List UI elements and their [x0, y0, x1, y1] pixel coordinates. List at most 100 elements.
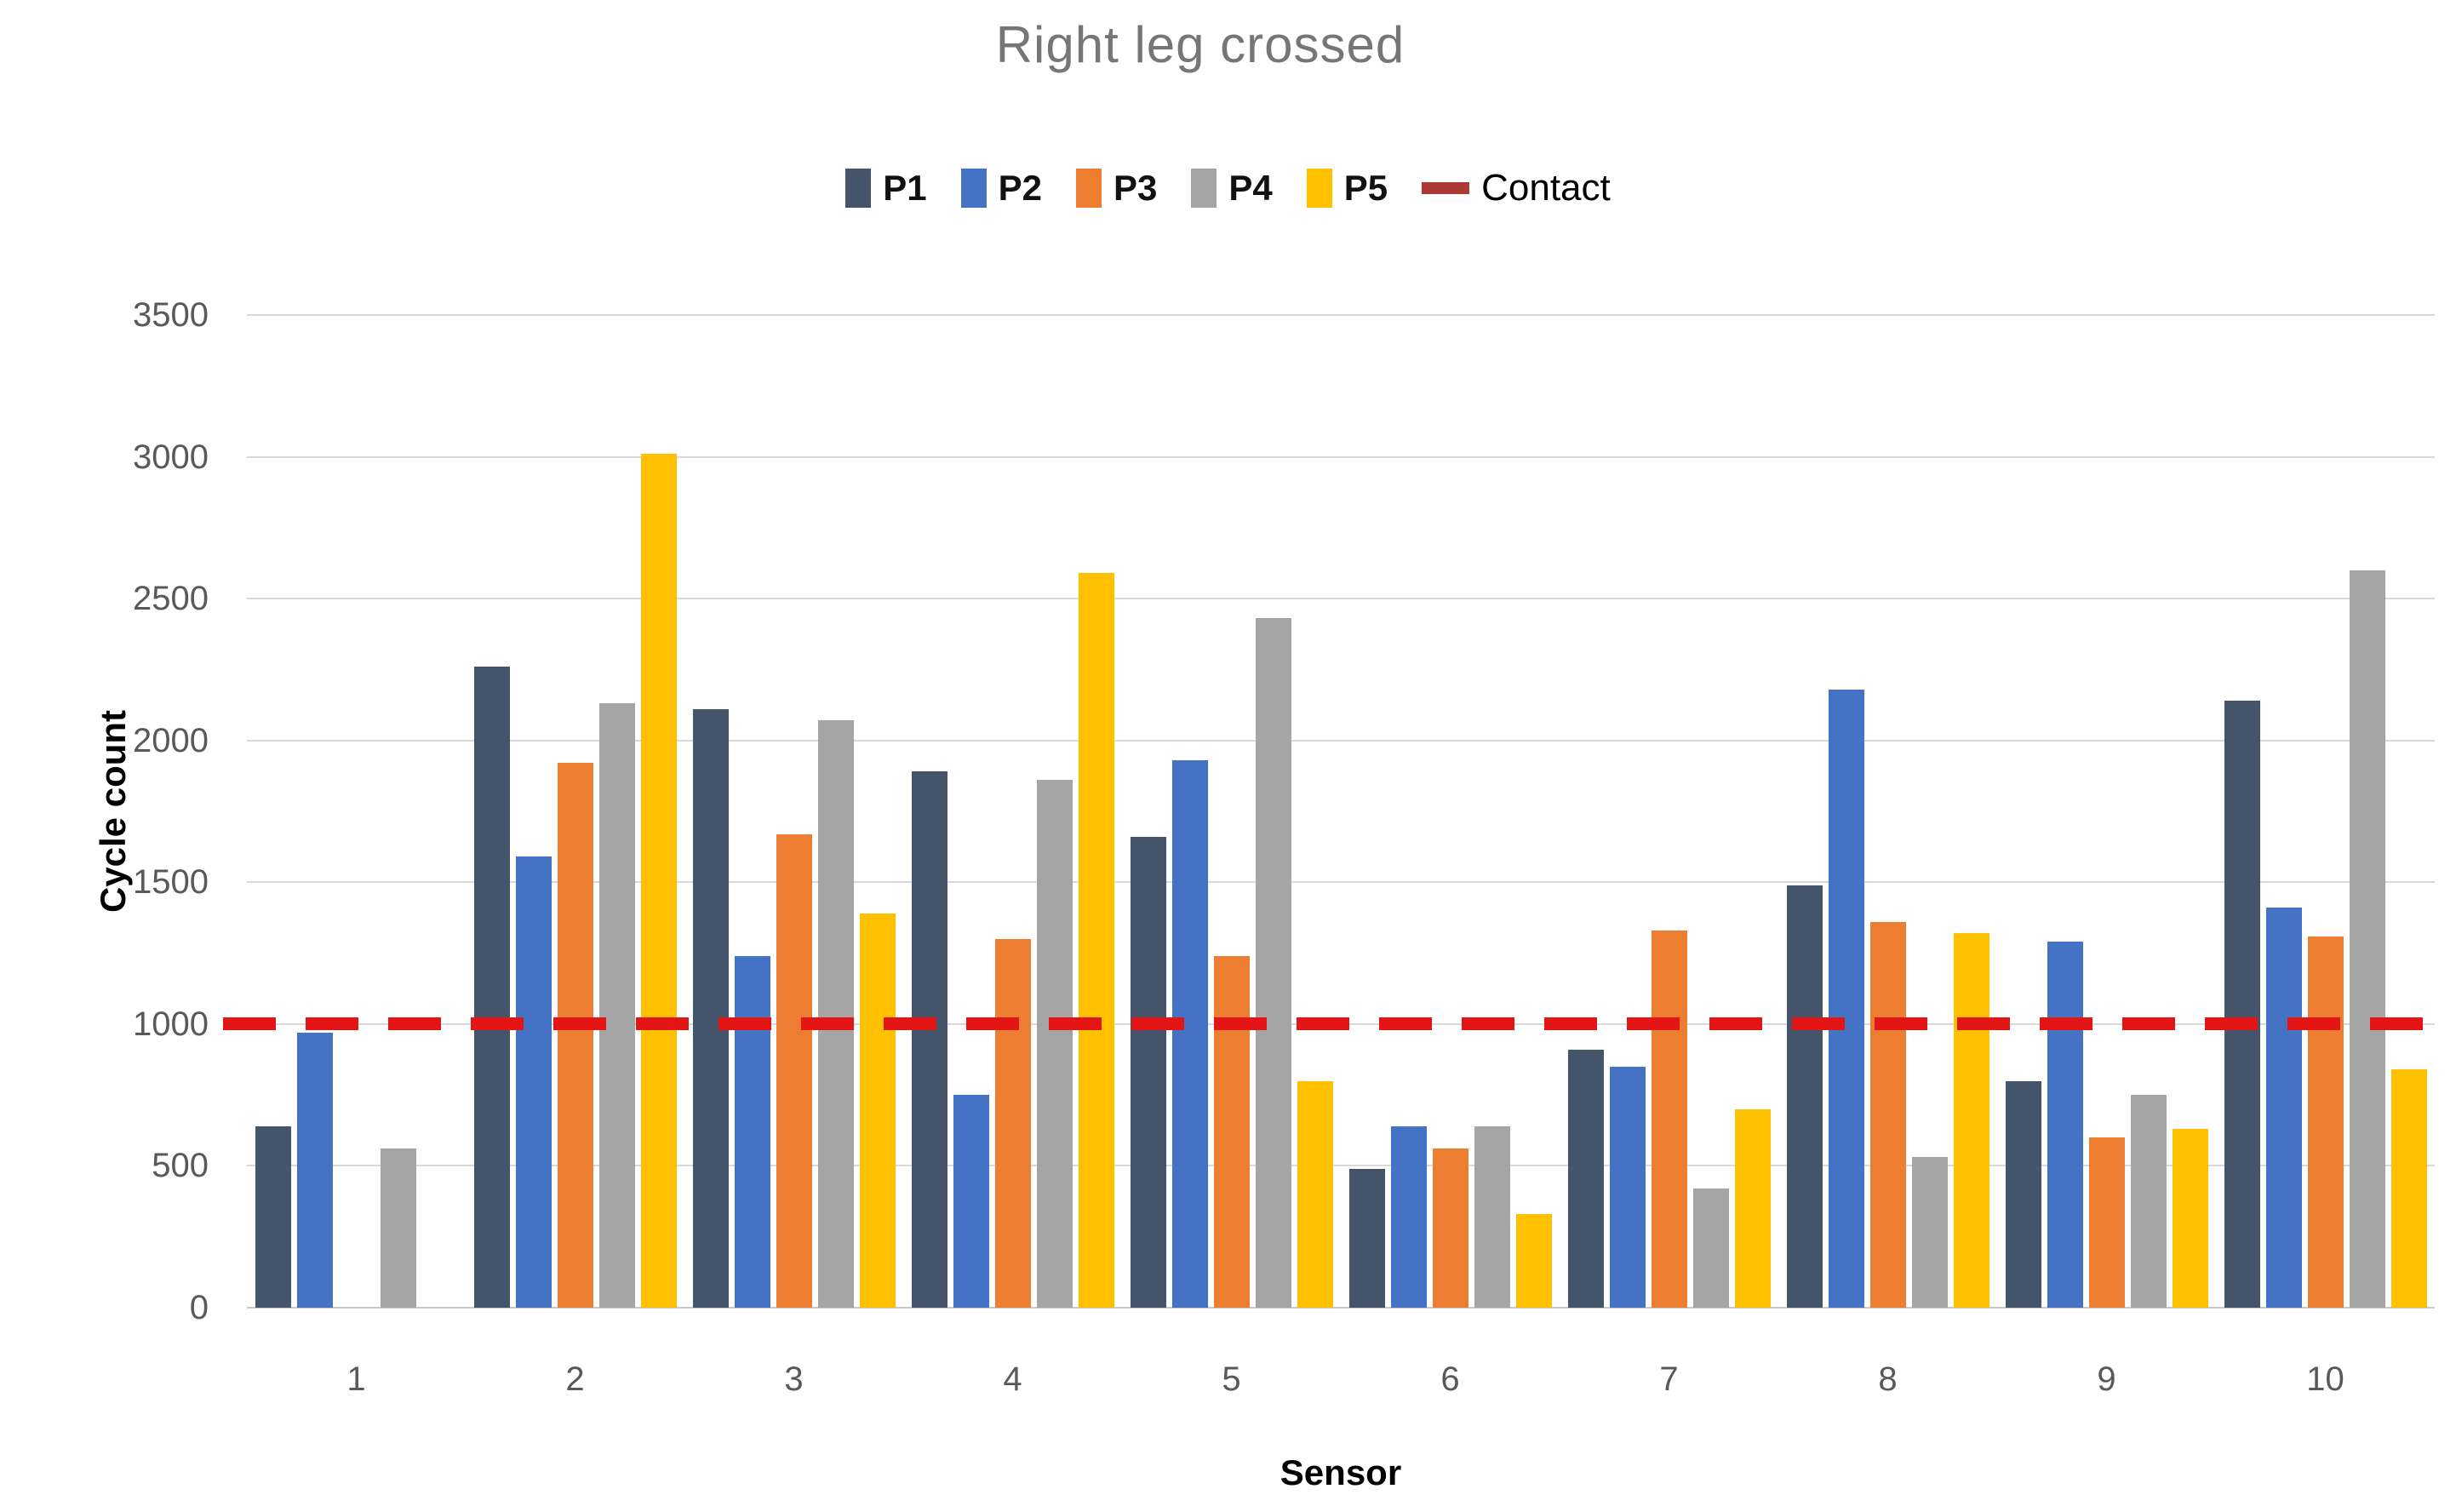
x-tick-label-7: 7	[1659, 1360, 1679, 1398]
bar-sensor9-p5	[2172, 1129, 2208, 1308]
bar-sensor7-p2	[1609, 1066, 1646, 1308]
bar-sensor3-p5	[859, 913, 896, 1308]
bar-sensor4-p5	[1078, 573, 1114, 1308]
bar-sensor4-p2	[953, 1095, 989, 1308]
legend: P1 P2 P3 P4 P5 Contact	[0, 167, 2456, 209]
bar-sensor7-p1	[1567, 1049, 1604, 1308]
bar-sensor6-p5	[1515, 1214, 1552, 1308]
bar-group-sensor-9	[1997, 315, 2216, 1308]
bar-sensor9-p4	[2130, 1095, 2167, 1308]
legend-item-p5: P5	[1306, 168, 1388, 209]
legend-item-p2: P2	[960, 168, 1042, 209]
bar-sensor4-p1	[911, 771, 947, 1308]
bar-sensor10-p4	[2349, 570, 2385, 1308]
legend-swatch-p1-icon	[845, 169, 872, 208]
x-tick-label-5: 5	[1222, 1360, 1241, 1398]
x-tick-label-2: 2	[565, 1360, 585, 1398]
bar-sensor9-p2	[2047, 942, 2083, 1308]
bar-sensor6-p3	[1432, 1148, 1468, 1308]
bar-sensor8-p1	[1786, 885, 1823, 1308]
legend-label-contact: Contact	[1481, 167, 1611, 209]
bar-sensor5-p3	[1213, 955, 1250, 1308]
bar-sensor2-p1	[473, 667, 510, 1308]
bar-sensor3-p2	[734, 955, 770, 1308]
y-tick-label-3500: 3500	[133, 296, 209, 334]
x-tick-label-4: 4	[1003, 1360, 1022, 1398]
plot-area: 3500 3000 2500 2000 1500 1000 500 0	[133, 298, 2448, 1325]
bar-sensor2-p2	[515, 856, 552, 1308]
bar-sensor5-p4	[1255, 618, 1291, 1308]
bar-sensor1-p1	[255, 1125, 291, 1308]
bar-group-sensor-4	[903, 315, 1122, 1308]
bar-sensor8-p4	[1911, 1157, 1948, 1308]
bar-group-sensor-7	[1560, 315, 1778, 1308]
bar-sensor5-p1	[1130, 836, 1166, 1308]
bar-sensor6-p4	[1474, 1125, 1510, 1308]
x-tick-label-1: 1	[346, 1360, 366, 1398]
gridline-y3000	[247, 455, 2435, 458]
bar-sensor6-p2	[1390, 1125, 1427, 1308]
legend-label-p4: P4	[1228, 168, 1273, 208]
bar-sensor2-p5	[640, 454, 677, 1308]
legend-swatch-p2-icon	[960, 169, 987, 208]
gridline-y1500	[247, 881, 2435, 884]
bar-sensor10-p5	[2390, 1069, 2427, 1308]
bar-sensor9-p3	[2088, 1137, 2125, 1308]
bar-sensor8-p3	[1869, 921, 1906, 1308]
bar-sensor2-p4	[598, 703, 635, 1308]
chart-title: Right leg crossed	[995, 16, 1405, 73]
bar-sensor6-p1	[1348, 1168, 1385, 1308]
x-tick-label-9: 9	[2097, 1360, 2116, 1398]
x-axis-title: Sensor	[1280, 1452, 1402, 1492]
bar-sensor10-p1	[2224, 701, 2260, 1308]
bar-sensor7-p3	[1651, 930, 1687, 1308]
bar-sensor1-p4	[380, 1148, 416, 1308]
bar-group-sensor-5	[1122, 315, 1341, 1308]
gridline-y3500	[247, 314, 2435, 316]
y-tick-label-2000: 2000	[133, 721, 209, 759]
bar-sensor10-p3	[2307, 936, 2344, 1308]
legend-item-contact: Contact	[1422, 167, 1611, 209]
x-tick-label-3: 3	[784, 1360, 804, 1398]
x-axis-labels: 1 2 3 4 5 6 7 8 9 10	[247, 1360, 2435, 1399]
bar-group-sensor-10	[2216, 315, 2435, 1308]
bar-group-sensor-8	[1778, 315, 1997, 1308]
y-tick-label-500: 500	[152, 1147, 209, 1185]
contact-threshold-line	[223, 1017, 2448, 1030]
legend-swatch-p4-icon	[1191, 169, 1217, 208]
legend-label-p5: P5	[1343, 168, 1388, 208]
bar-sensor5-p5	[1297, 1080, 1333, 1308]
bar-sensor7-p4	[1692, 1188, 1729, 1308]
legend-item-p3: P3	[1075, 168, 1157, 209]
legend-contact-dash-icon	[1422, 182, 1470, 194]
bar-sensor8-p5	[1953, 933, 1989, 1308]
bar-sensor3-p3	[776, 833, 812, 1308]
legend-swatch-p3-icon	[1075, 169, 1102, 208]
gridline-y500	[247, 1165, 2435, 1167]
bar-group-sensor-6	[1341, 315, 1560, 1308]
legend-item-p1: P1	[845, 168, 927, 209]
bar-group-sensor-3	[684, 315, 903, 1308]
bar-sensor2-p3	[557, 763, 593, 1308]
bar-sensor9-p1	[2005, 1080, 2041, 1308]
x-tick-label-10: 10	[2306, 1360, 2344, 1398]
gridline-y2500	[247, 598, 2435, 600]
legend-item-p4: P4	[1191, 168, 1273, 209]
y-tick-label-3000: 3000	[133, 438, 209, 476]
bar-group-sensor-1	[247, 315, 466, 1308]
legend-swatch-p5-icon	[1306, 169, 1332, 208]
y-tick-label-0: 0	[189, 1289, 209, 1326]
legend-label-p2: P2	[998, 168, 1042, 208]
bar-sensor3-p1	[692, 709, 729, 1308]
bar-sensor4-p4	[1036, 780, 1073, 1308]
gridline-y2000	[247, 739, 2435, 742]
bar-groups	[247, 315, 2435, 1308]
gridline-y0	[247, 1307, 2435, 1309]
bar-sensor8-p2	[1828, 689, 1864, 1308]
y-tick-label-1500: 1500	[133, 863, 209, 902]
y-tick-label-2500: 2500	[133, 580, 209, 618]
x-tick-label-8: 8	[1878, 1360, 1898, 1398]
bar-sensor5-p2	[1171, 760, 1208, 1308]
bar-sensor7-p5	[1734, 1108, 1771, 1308]
